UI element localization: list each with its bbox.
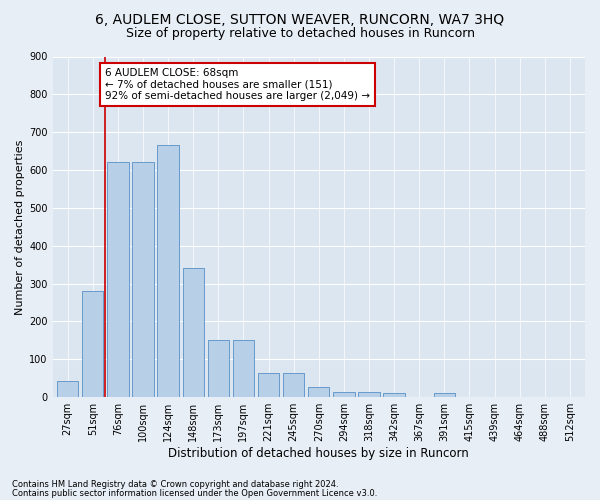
Text: 6 AUDLEM CLOSE: 68sqm
← 7% of detached houses are smaller (151)
92% of semi-deta: 6 AUDLEM CLOSE: 68sqm ← 7% of detached h… — [105, 68, 370, 101]
Text: Size of property relative to detached houses in Runcorn: Size of property relative to detached ho… — [125, 28, 475, 40]
Y-axis label: Number of detached properties: Number of detached properties — [15, 139, 25, 314]
Text: Contains HM Land Registry data © Crown copyright and database right 2024.: Contains HM Land Registry data © Crown c… — [12, 480, 338, 489]
Bar — [182, 268, 204, 397]
Text: 6, AUDLEM CLOSE, SUTTON WEAVER, RUNCORN, WA7 3HQ: 6, AUDLEM CLOSE, SUTTON WEAVER, RUNCORN,… — [95, 12, 505, 26]
Bar — [383, 394, 405, 397]
Bar — [333, 392, 355, 397]
Bar — [132, 162, 154, 397]
Text: Contains public sector information licensed under the Open Government Licence v3: Contains public sector information licen… — [12, 488, 377, 498]
Bar — [283, 372, 304, 397]
Bar — [233, 340, 254, 397]
Bar — [57, 382, 78, 397]
Bar — [107, 162, 128, 397]
Bar — [157, 146, 179, 397]
Bar — [358, 392, 380, 397]
X-axis label: Distribution of detached houses by size in Runcorn: Distribution of detached houses by size … — [169, 447, 469, 460]
Bar — [258, 372, 279, 397]
Bar — [82, 291, 103, 397]
Bar — [208, 340, 229, 397]
Bar — [434, 394, 455, 397]
Bar — [308, 386, 329, 397]
